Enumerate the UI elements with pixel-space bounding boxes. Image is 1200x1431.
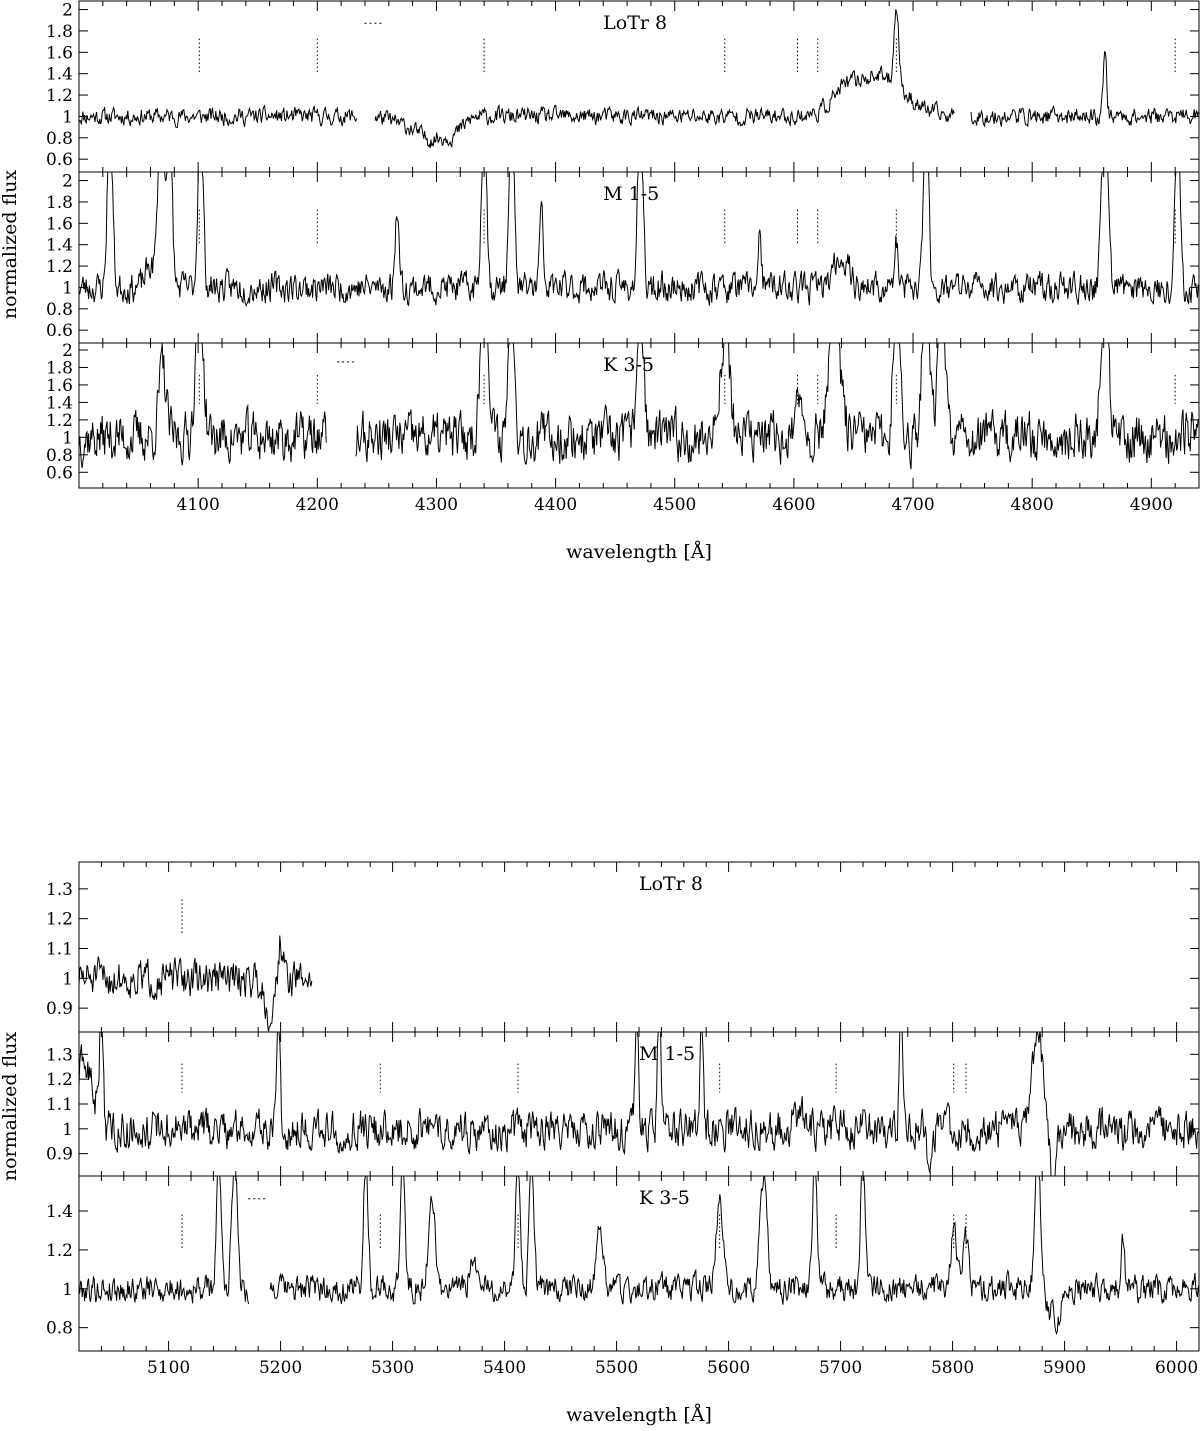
x-tick-label: 4100	[177, 495, 220, 515]
spectrum-line	[79, 343, 1199, 470]
y-tick-label: 1.2	[46, 257, 73, 277]
y-tick-label: 0.9	[46, 1145, 73, 1165]
x-axis-label: wavelength [Å]	[566, 1404, 712, 1426]
spectrum-line	[79, 1032, 1199, 1176]
x-tick-label: 5900	[1043, 1358, 1086, 1378]
x-tick-label: 4400	[534, 495, 577, 515]
y-tick-label: 2	[62, 172, 73, 192]
x-axis-label: wavelength [Å]	[566, 541, 712, 563]
x-tick-label: 4700	[891, 495, 934, 515]
y-tick-label: 2	[62, 341, 73, 361]
y-tick-label: 1.2	[46, 910, 73, 930]
panel-label: LoTr 8	[639, 873, 703, 895]
y-tick-label: 1.8	[46, 22, 73, 42]
x-tick-label: 4500	[653, 495, 696, 515]
x-tick-label: 5400	[483, 1358, 526, 1378]
y-tick-label: 1.2	[46, 411, 73, 431]
panel-label: M 1-5	[639, 1043, 695, 1065]
y-tick-label: 1.8	[46, 358, 73, 378]
y-tick-label: 1.6	[46, 376, 73, 396]
y-tick-label: 1	[62, 278, 73, 298]
spectrum-line	[79, 9, 1199, 149]
spectrum-line	[79, 1176, 1199, 1335]
panel-label: M 1-5	[603, 183, 659, 205]
x-tick-label: 5800	[931, 1358, 974, 1378]
chart-2: 0.9 1 1.1 1.2 1.3 LoTr 8 0.9 1 1.1 1.2 1.3 M 1-5 0.8…	[0, 861, 1200, 1426]
panel-2-2: 0.9 1 1.1 1.2 1.3 M 1-5	[46, 1031, 1200, 1177]
x-tick-label: 4900	[1130, 495, 1173, 515]
spectrum-line	[79, 935, 313, 1032]
x-tick-label: 4800	[1011, 495, 1054, 515]
panel-1-1: 0.60.811.21.41.61.82 LoTr 8	[46, 0, 1200, 173]
y-tick-label: 1.6	[46, 43, 73, 63]
y-tick-label: 1	[62, 1120, 73, 1140]
y-tick-label: 0.8	[46, 1319, 73, 1339]
panel-2-1: 0.9 1 1.1 1.2 1.3 LoTr 8	[46, 861, 1200, 1033]
y-tick-label: 1.2	[46, 1070, 73, 1090]
y-tick-label: 1	[62, 969, 73, 989]
x-tick-label: 5500	[595, 1358, 638, 1378]
y-tick-label: 1.3	[46, 880, 73, 900]
y-tick-label: 1.1	[46, 1095, 73, 1115]
x-tick-label: 5100	[147, 1358, 190, 1378]
x-tick-label: 5200	[259, 1358, 302, 1378]
x-tick-label: 5700	[819, 1358, 862, 1378]
x-tick-label: 5300	[371, 1358, 414, 1378]
y-tick-label: 0.8	[46, 446, 73, 466]
y-tick-label: 0.8	[46, 300, 73, 320]
y-tick-label: 1.8	[46, 193, 73, 213]
y-axis-label: normalized flux	[0, 170, 21, 320]
y-tick-label: 0.6	[46, 150, 73, 170]
y-tick-label: 0.6	[46, 321, 73, 341]
x-tick-label: 4600	[772, 495, 815, 515]
x-tick-label: 4200	[296, 495, 339, 515]
y-tick-label: 1.6	[46, 214, 73, 234]
y-tick-label: 1.3	[46, 1045, 73, 1065]
y-tick-label: 1.4	[46, 65, 73, 85]
y-tick-label: 1	[62, 1280, 73, 1300]
panel-label: K 3-5	[639, 1187, 690, 1209]
panel-1-2: 0.60.811.21.41.61.82 M 1-5	[46, 171, 1200, 344]
y-tick-label: 0.9	[46, 999, 73, 1019]
y-tick-label: 1.4	[46, 393, 73, 413]
y-tick-label: 2	[62, 1, 73, 21]
y-tick-label: 1.1	[46, 939, 73, 959]
y-tick-label: 0.6	[46, 463, 73, 483]
y-tick-label: 0.8	[46, 129, 73, 149]
spectrum-line	[79, 172, 1199, 308]
y-tick-label: 1.2	[46, 1241, 73, 1261]
y-tick-label: 1.4	[46, 1202, 73, 1222]
y-tick-label: 1	[62, 107, 73, 127]
y-axis-label: normalized flux	[0, 1032, 21, 1182]
x-tick-label: 6000	[1155, 1358, 1198, 1378]
x-tick-label: 5600	[707, 1358, 750, 1378]
y-tick-label: 1.4	[46, 236, 73, 256]
x-tick-label: 4300	[415, 495, 458, 515]
panel-label: LoTr 8	[603, 12, 667, 34]
panel-2-3: 0.8 1 1.2 1.4 K 3-5	[46, 1175, 1200, 1352]
panel-1-3: 0.60.811.21.41.61.82 K 3-5	[46, 341, 1200, 489]
y-tick-label: 1	[62, 428, 73, 448]
panel-label: K 3-5	[603, 354, 654, 376]
y-tick-label: 1.2	[46, 86, 73, 106]
